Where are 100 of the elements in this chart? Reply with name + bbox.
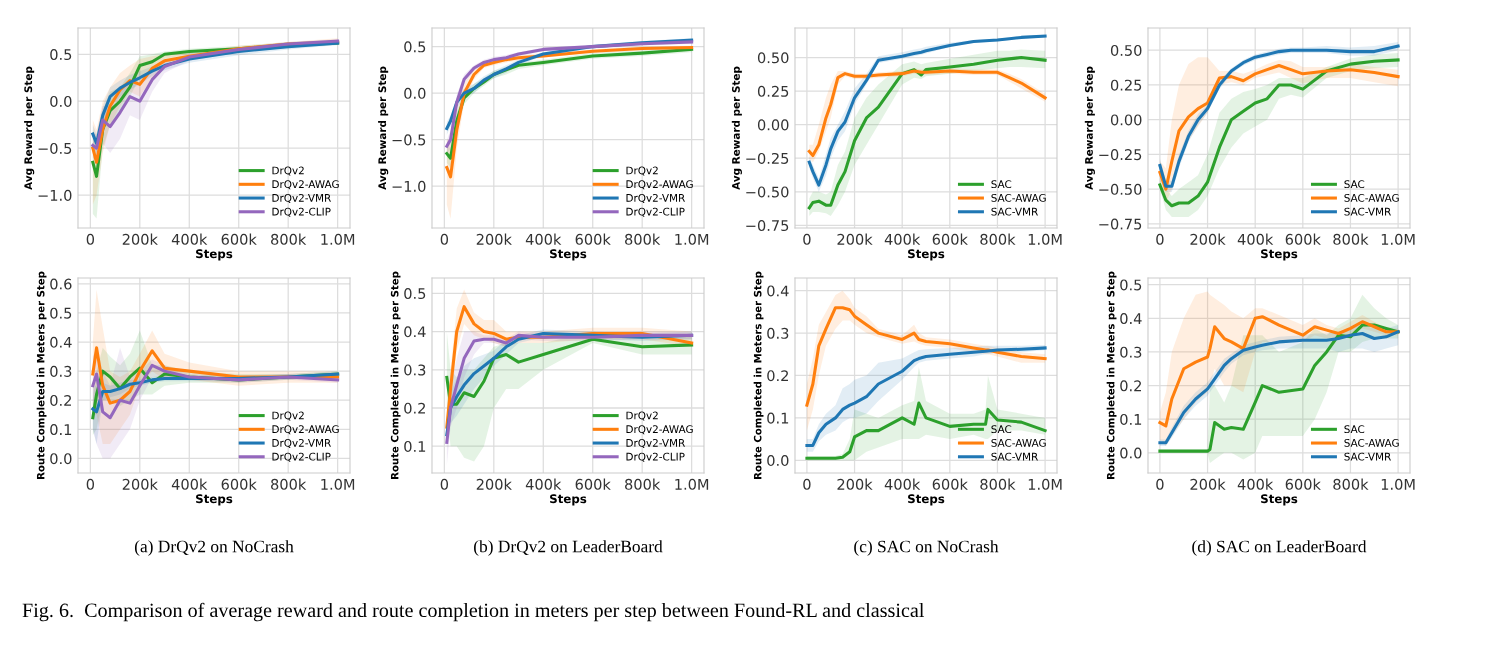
x-tick-label: 800k bbox=[980, 478, 1016, 490]
y-tick-label: 0.6 bbox=[50, 278, 72, 290]
y-tick-label: −0.25 bbox=[1099, 149, 1142, 161]
y-axis-title: Route Completed in Meters per Step bbox=[390, 271, 401, 479]
x-tick-label: 200k bbox=[122, 233, 158, 245]
y-tick-label: 0.5 bbox=[404, 41, 426, 53]
legend-label: DrQv2-VMR bbox=[626, 193, 685, 204]
x-tick-label: 600k bbox=[575, 478, 611, 490]
x-tick-label: 1.0M bbox=[321, 233, 355, 245]
x-tick-label: 200k bbox=[476, 233, 512, 245]
y-tick-label: 0.3 bbox=[50, 365, 72, 377]
x-tick-label: 400k bbox=[171, 233, 208, 245]
legend-label: DrQv2-AWAG bbox=[272, 425, 339, 435]
y-tick-label: 0.0 bbox=[50, 95, 72, 107]
x-tick-label: 600k bbox=[575, 233, 611, 245]
x-tick-label: 800k bbox=[980, 233, 1016, 245]
y-axis-title: Avg Reward per Step bbox=[24, 66, 35, 190]
x-tick-label: 1.0M bbox=[675, 478, 709, 490]
y-tick-label: 0.50 bbox=[757, 52, 789, 64]
x-tick-label: 400k bbox=[1237, 478, 1274, 490]
legend-label: SAC bbox=[991, 425, 1012, 434]
legend-label: SAC-VMR bbox=[1344, 452, 1391, 461]
y-axis-title: Route Completed in Meters per Step bbox=[1106, 271, 1117, 479]
y-tick-label: 0.00 bbox=[757, 119, 789, 131]
legend-label: SAC-VMR bbox=[991, 452, 1038, 461]
y-tick-label: 0.25 bbox=[1110, 79, 1142, 91]
y-tick-label: −0.50 bbox=[746, 186, 789, 198]
x-tick-label: 800k bbox=[625, 478, 661, 490]
legend-label: SAC bbox=[1344, 180, 1365, 189]
text: (b) DrQv2 on LeaderBoard bbox=[474, 540, 663, 556]
x-tick-label: 0 bbox=[440, 233, 449, 245]
x-axis-title: Steps bbox=[550, 249, 587, 261]
x-tick-label: 400k bbox=[1237, 233, 1274, 245]
y-tick-label: 0.0 bbox=[767, 455, 789, 467]
y-tick-label: −0.5 bbox=[38, 142, 72, 154]
y-tick-label: 0.5 bbox=[1120, 279, 1142, 291]
legend-label: DrQv2-CLIP bbox=[626, 207, 685, 217]
x-axis-title: Steps bbox=[1261, 494, 1298, 506]
legend-label: DrQv2 bbox=[626, 166, 658, 176]
y-tick-label: −0.75 bbox=[1099, 218, 1142, 230]
legend-label: DrQv2 bbox=[272, 166, 304, 176]
x-tick-label: 400k bbox=[884, 233, 921, 245]
x-tick-label: 1.0M bbox=[1381, 478, 1415, 490]
x-tick-label: 600k bbox=[221, 478, 257, 490]
legend-label: SAC-AWAG bbox=[991, 438, 1046, 447]
y-tick-label: 0.2 bbox=[1120, 380, 1141, 392]
y-tick-label: −0.5 bbox=[392, 134, 426, 146]
x-tick-label: 200k bbox=[476, 478, 512, 490]
x-tick-label: 1.0M bbox=[1028, 478, 1062, 490]
text: (a) DrQv2 on NoCrash bbox=[134, 540, 294, 556]
y-tick-label: 0.0 bbox=[1120, 447, 1142, 459]
y-tick-label: 0.1 bbox=[50, 424, 72, 436]
y-tick-label: 0.3 bbox=[404, 364, 426, 376]
y-tick-label: 0.0 bbox=[50, 453, 72, 465]
legend-label: SAC-VMR bbox=[1344, 207, 1391, 216]
legend-label: DrQv2-VMR bbox=[272, 193, 331, 204]
legend-label: SAC-AWAG bbox=[1344, 438, 1399, 447]
x-tick-label: 600k bbox=[932, 478, 968, 490]
y-tick-label: 0.1 bbox=[767, 412, 789, 424]
y-tick-label: −1.0 bbox=[392, 180, 426, 192]
y-tick-label: 0.1 bbox=[404, 440, 426, 452]
legend-label: SAC bbox=[991, 180, 1012, 189]
y-tick-label: 0.4 bbox=[767, 285, 789, 297]
legend-label: DrQv2-AWAG bbox=[272, 180, 339, 190]
y-tick-label: −0.75 bbox=[746, 220, 789, 232]
y-tick-label: −0.25 bbox=[746, 152, 789, 164]
y-tick-label: 0.50 bbox=[1110, 44, 1142, 56]
y-tick-label: −0.50 bbox=[1099, 183, 1142, 195]
y-tick-label: 0.0 bbox=[404, 87, 426, 99]
y-tick-label: 0.2 bbox=[767, 370, 788, 382]
legend-label: DrQv2-CLIP bbox=[626, 452, 685, 462]
x-tick-label: 600k bbox=[1285, 478, 1321, 490]
legend-label: DrQv2-VMR bbox=[272, 438, 331, 449]
caption: Fig. 6. Comparison of average reward and route completion in meters per step between Found-RL and classical bbox=[22, 602, 925, 622]
x-tick-label: 800k bbox=[625, 233, 661, 245]
x-tick-label: 200k bbox=[837, 478, 873, 490]
x-tick-label: 800k bbox=[271, 478, 307, 490]
y-axis-title: Avg Reward per Step bbox=[1084, 66, 1095, 190]
y-tick-label: 0.4 bbox=[50, 336, 72, 348]
x-tick-label: 0 bbox=[1156, 478, 1164, 490]
x-axis-title: Steps bbox=[196, 249, 233, 261]
y-tick-label: 0.3 bbox=[767, 327, 789, 339]
y-axis-title: Route Completed in Meters per Step bbox=[753, 271, 764, 479]
legend-label: SAC-VMR bbox=[991, 207, 1038, 216]
y-tick-label: 0.4 bbox=[1120, 313, 1142, 325]
x-tick-label: 0 bbox=[803, 233, 811, 245]
y-tick-label: 0.2 bbox=[404, 402, 425, 414]
legend-label: SAC bbox=[1344, 425, 1365, 434]
x-tick-label: 200k bbox=[837, 233, 873, 245]
legend-label: DrQv2-AWAG bbox=[626, 425, 693, 435]
legend-label: DrQv2-CLIP bbox=[272, 452, 331, 462]
x-tick-label: 400k bbox=[525, 233, 562, 245]
text: (d) SAC on LeaderBoard bbox=[1192, 540, 1367, 556]
x-tick-label: 400k bbox=[171, 478, 208, 490]
x-tick-label: 1.0M bbox=[1381, 233, 1415, 245]
legend-label: DrQv2-CLIP bbox=[272, 207, 331, 217]
x-tick-label: 800k bbox=[1333, 478, 1369, 490]
y-tick-label: −1.0 bbox=[38, 189, 72, 201]
y-tick-label: 0.1 bbox=[1120, 413, 1142, 425]
x-tick-label: 800k bbox=[1333, 233, 1369, 245]
